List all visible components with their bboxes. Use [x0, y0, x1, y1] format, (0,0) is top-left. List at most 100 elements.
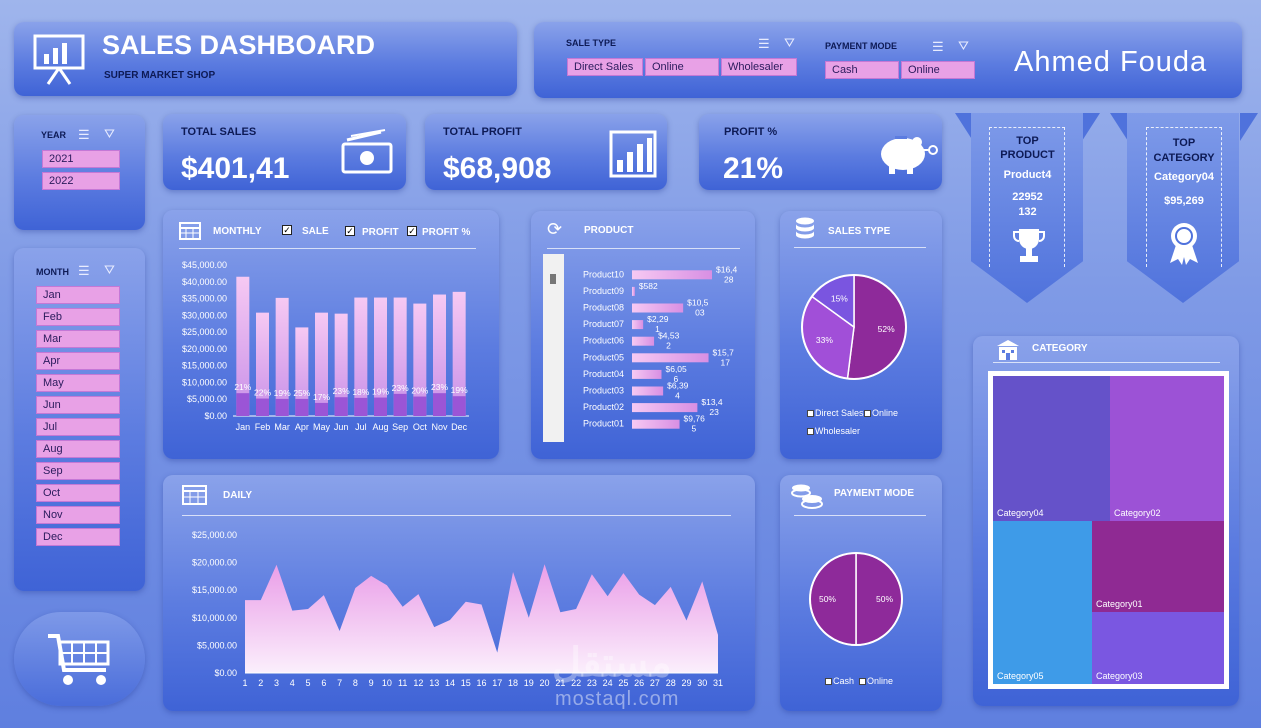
month-oct[interactable]: Oct [36, 484, 120, 502]
product-value-label: $13,4 23 [701, 397, 723, 417]
top-product-title-2: PRODUCT [1000, 149, 1055, 161]
month-jun[interactable]: Jun [36, 396, 120, 414]
refresh-icon[interactable]: ⟳ [547, 219, 563, 239]
clear-filter-icon[interactable]: ⛛ [104, 126, 115, 141]
month-aug[interactable]: Aug [36, 440, 120, 458]
category-01-label: Category01 [1096, 599, 1143, 609]
sale-bar [256, 312, 269, 416]
multi-select-icon[interactable]: ☰ [78, 263, 90, 278]
multi-select-icon[interactable]: ☰ [758, 36, 770, 51]
kpi-value: $401,41 [181, 152, 290, 185]
profit-pct-label: 19% [372, 387, 389, 397]
sale-type-direct-sales[interactable]: Direct Sales [567, 58, 643, 76]
daily-sales-area [245, 564, 718, 673]
x-tick-label: 20 [540, 678, 550, 688]
year-2022[interactable]: 2022 [42, 172, 120, 190]
category-02-tile[interactable]: Category02 [1110, 376, 1224, 521]
payment-mode-cash[interactable]: Cash [825, 61, 899, 79]
x-tick-label: Feb [255, 422, 271, 432]
month-mar[interactable]: Mar [36, 330, 120, 348]
cart-button[interactable] [14, 612, 145, 706]
profit-pct-checkbox[interactable]: ✓ [407, 226, 417, 236]
kpi-profit-pct: PROFIT % 21% [699, 114, 942, 190]
x-tick-label: 14 [445, 678, 455, 688]
month-may[interactable]: May [36, 374, 120, 392]
profit-pct-label: 17% [313, 392, 330, 402]
category-01-tile[interactable]: Category01 [1092, 521, 1224, 612]
sale-bar [393, 297, 407, 416]
x-tick-label: 30 [697, 678, 707, 688]
x-tick-label: Dec [451, 422, 468, 432]
product-panel: ⟳ PRODUCT Product10 $16,4 28 Product09 $582 P… [531, 211, 755, 459]
scrollbar-thumb[interactable] [550, 274, 556, 284]
sale-bar [236, 276, 250, 416]
top-category-value: $95,269 [1164, 195, 1204, 207]
y-tick-label: $10,000.00 [182, 377, 227, 387]
database-icon [796, 217, 814, 239]
kpi-label: TOTAL PROFIT [443, 126, 522, 138]
sale-type-online[interactable]: Online [645, 58, 719, 76]
x-tick-label: 24 [603, 678, 613, 688]
payment-mode-online[interactable]: Online [901, 61, 975, 79]
x-tick-label: Apr [295, 422, 309, 432]
y-tick-label: Product01 [583, 419, 624, 429]
product-bar [632, 320, 644, 330]
kpi-label: PROFIT % [724, 126, 778, 138]
month-jan[interactable]: Jan [36, 286, 120, 304]
month-nov[interactable]: Nov [36, 506, 120, 524]
profit-pct-label: 23% [431, 382, 448, 392]
product-scrollbar[interactable] [543, 254, 564, 442]
kpi-total-sales: TOTAL SALES $401,41 [163, 114, 406, 190]
top-product-value-2: 132 [1018, 206, 1037, 218]
category-04-tile[interactable]: Category04 [993, 376, 1110, 521]
product-bar-chart: Product10 $16,4 28 Product09 $582 Product08 $1… [583, 264, 738, 433]
y-tick-label: Product10 [583, 269, 624, 279]
sale-bar [433, 294, 446, 416]
top-product-value-1: 22952 [1012, 191, 1043, 203]
multi-select-icon[interactable]: ☰ [78, 127, 90, 142]
category-05-tile[interactable]: Category05 [993, 521, 1092, 684]
x-tick-label: 27 [650, 678, 660, 688]
legend-wholesaler: Wholesaler [815, 426, 861, 436]
month-sep[interactable]: Sep [36, 462, 120, 480]
clear-filter-icon[interactable]: ⛛ [958, 38, 969, 53]
profit-pct-label: 19% [274, 388, 291, 398]
sales-type-pie-chart: 52% 33% 15% [801, 274, 907, 380]
x-tick-label: Nov [431, 422, 448, 432]
month-slicer: MONTH ☰ ⛛ Jan Feb Mar Apr May Jun Jul Au… [14, 248, 145, 591]
author-name: Ahmed Fouda [1014, 46, 1208, 78]
month-apr[interactable]: Apr [36, 352, 120, 370]
pie-slice-label: 52% [878, 324, 895, 334]
profit-pct-label: 20% [411, 386, 428, 396]
y-tick-label: Product07 [583, 319, 624, 329]
month-dec[interactable]: Dec [36, 528, 120, 546]
product-value-label: $10,5 03 [687, 298, 709, 318]
sale-type-wholesaler[interactable]: Wholesaler [721, 58, 797, 76]
sale-checkbox[interactable]: ✓ [282, 225, 292, 235]
x-tick-label: Oct [413, 422, 428, 432]
profit-checkbox[interactable]: ✓ [345, 226, 355, 236]
product-value-label: $4,53 2 [658, 331, 680, 351]
month-jul[interactable]: Jul [36, 418, 120, 436]
product-value-label: $2,29 1 [647, 314, 669, 334]
pie-slice-label: 50% [876, 594, 893, 604]
bar-chart-icon [609, 130, 657, 178]
clear-filter-icon[interactable]: ⛛ [784, 35, 795, 50]
award-badge-icon [1170, 223, 1198, 265]
pie-outline [801, 274, 907, 380]
x-tick-label: 26 [634, 678, 644, 688]
x-tick-label: 21 [555, 678, 565, 688]
y-tick-label: $25,000.00 [182, 327, 227, 337]
clear-filter-icon[interactable]: ⛛ [104, 262, 115, 277]
year-2021[interactable]: 2021 [42, 150, 120, 168]
multi-select-icon[interactable]: ☰ [932, 39, 944, 54]
product-bar [632, 336, 655, 346]
category-03-tile[interactable]: Category03 [1092, 612, 1224, 684]
top-product-ribbon: TOP PRODUCT Product4 22952 132 [955, 113, 1100, 308]
month-feb[interactable]: Feb [36, 308, 120, 326]
x-tick-label: 13 [429, 678, 439, 688]
top-category-name: Category04 [1154, 171, 1214, 183]
y-tick-label: Product04 [583, 369, 624, 379]
y-tick-label: $5,000.00 [197, 640, 237, 650]
y-tick-label: $15,000.00 [192, 585, 237, 595]
